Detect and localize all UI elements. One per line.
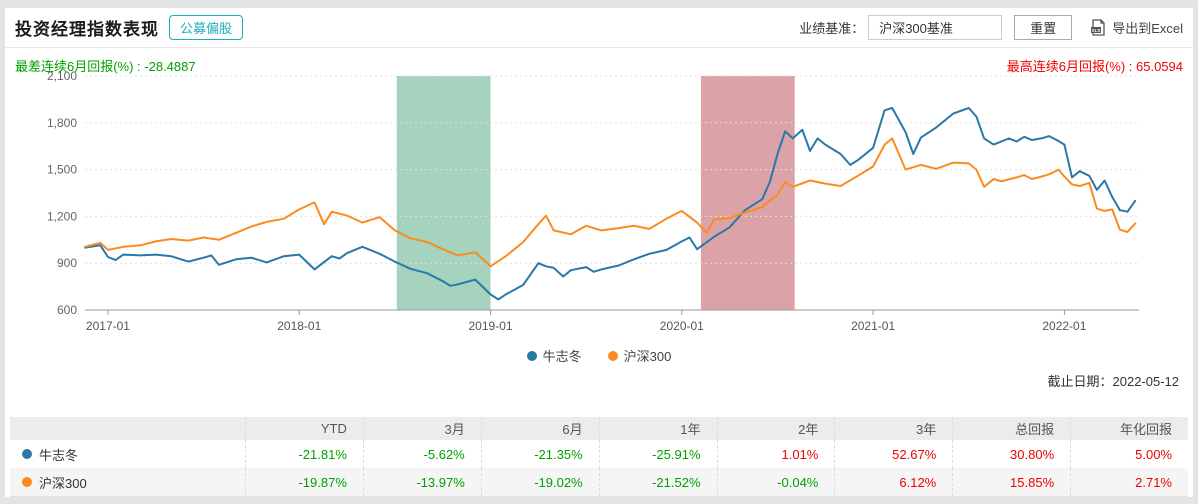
- drawdown-band-green: [396, 76, 491, 310]
- y-axis-tick-label: 2,100: [47, 69, 77, 83]
- table-header-cell: 6月: [480, 417, 599, 440]
- return-value-cell: 2.71%: [1070, 468, 1188, 496]
- x-axis-tick-label: 2020-01: [660, 319, 704, 333]
- rally-band-red: [700, 76, 795, 310]
- x-axis-tick-label: 2019-01: [469, 319, 513, 333]
- table-header-cell: 3年: [834, 417, 952, 440]
- table-header-cell: 1年: [598, 417, 717, 440]
- benchmark-label: 业绩基准：: [799, 21, 865, 36]
- return-value-cell: 30.80%: [952, 440, 1070, 468]
- return-value-cell: -21.35%: [480, 440, 599, 468]
- return-value-cell: -0.04%: [716, 468, 835, 496]
- legend-item-沪深300[interactable]: 沪深300: [607, 346, 672, 365]
- legend-item-牛志冬[interactable]: 牛志冬: [526, 346, 582, 365]
- series-line-沪深300: [84, 137, 1137, 268]
- export-excel-label: 导出到Excel: [1112, 21, 1183, 36]
- table-header-cell: YTD: [245, 417, 363, 440]
- table-header-cell: 总回报: [952, 417, 1070, 440]
- return-value-cell: -21.52%: [598, 468, 717, 496]
- reset-button[interactable]: 重置: [1014, 15, 1073, 40]
- x-axis-tick-label: 2017-01: [86, 319, 130, 333]
- panel-header: 投资经理指数表现 公募偏股 业绩基准： 沪深300基准 重置 XLS 导出到Ex…: [5, 8, 1193, 48]
- as-of-date: 截止日期：2022-05-12: [1047, 374, 1180, 389]
- legend-dot: [607, 350, 618, 361]
- table-header-cell: [10, 417, 245, 440]
- x-axis-tick-label: 2018-01: [277, 319, 321, 333]
- return-value-cell: -13.97%: [362, 468, 481, 496]
- performance-panel: 投资经理指数表现 公募偏股 业绩基准： 沪深300基准 重置 XLS 导出到Ex…: [5, 8, 1193, 497]
- page-title: 投资经理指数表现: [15, 20, 159, 39]
- benchmark-select-value: 沪深300基准: [879, 21, 953, 36]
- return-value-cell: -19.87%: [245, 468, 363, 496]
- return-value-cell: 52.67%: [834, 440, 952, 468]
- xls-document-icon: XLS: [1091, 19, 1105, 36]
- legend-label: 沪深300: [623, 349, 672, 364]
- return-value-cell: 15.85%: [952, 468, 1070, 496]
- performance-chart-svg: 600 900 1,200 1,500 1,800 2,100 2017-01 2018-01…: [47, 69, 1139, 333]
- table-row-牛志冬: 牛志冬 -21.81% -5.62% -21.35% -25.91% 1.01% 52.67…: [10, 440, 1188, 468]
- benchmark-select[interactable]: 沪深300基准: [868, 15, 1003, 40]
- svg-text:XLS: XLS: [1092, 28, 1101, 33]
- table-header-cell: 年化回报: [1070, 417, 1188, 440]
- y-axis-tick-label: 600: [57, 303, 77, 317]
- return-value-cell: -21.81%: [245, 440, 363, 468]
- table-header-row: YTD 3月 6月 1年 2年 3年 总回报 年化回报: [10, 417, 1188, 440]
- worst-6m-return-label: 最差连续6月回报(%) : -28.4887: [15, 59, 196, 74]
- legend-label: 牛志冬: [542, 349, 582, 364]
- return-value-cell: -25.91%: [598, 440, 717, 468]
- series-name: 沪深300: [39, 475, 87, 491]
- return-value-cell: 5.00%: [1070, 440, 1188, 468]
- performance-table: YTD 3月 6月 1年 2年 3年 总回报 年化回报 牛志冬 -21.81% -5.62% -21.…: [10, 417, 1188, 497]
- series-name-cell: 沪深300: [10, 468, 245, 496]
- series-name: 牛志冬: [39, 447, 79, 463]
- return-value-cell: -19.02%: [480, 468, 599, 496]
- y-axis-tick-label: 1,500: [47, 163, 77, 177]
- y-axis-tick-label: 1,800: [47, 116, 77, 130]
- return-value-cell: -5.62%: [362, 440, 481, 468]
- series-line-牛志冬: [84, 107, 1137, 301]
- header-controls: 业绩基准： 沪深300基准 重置 XLS 导出到Excel: [799, 15, 1183, 40]
- return-value-cell: 1.01%: [716, 440, 835, 468]
- best-6m-return-label: 最高连续6月回报(%) : 65.0594: [1006, 59, 1183, 74]
- y-axis-tick-label: 900: [57, 256, 77, 270]
- series-name-cell: 牛志冬: [10, 440, 245, 468]
- x-axis-tick-label: 2022-01: [1042, 319, 1086, 333]
- y-axis-tick-label: 1,200: [47, 209, 77, 223]
- series-dot: [22, 449, 32, 459]
- return-value-cell: 6.12%: [834, 468, 952, 496]
- x-axis-tick-label: 2021-01: [851, 319, 895, 333]
- fund-type-badge: 公募偏股: [169, 15, 244, 40]
- legend-dot: [526, 350, 537, 361]
- table-row-沪深300: 沪深300 -19.87% -13.97% -19.02% -21.52% -0.04% 6…: [10, 468, 1188, 496]
- export-excel-button[interactable]: XLS 导出到Excel: [1090, 18, 1183, 37]
- series-dot: [22, 477, 32, 487]
- chart-legend: 牛志冬 沪深300: [5, 346, 1193, 365]
- table-header-cell: 3月: [362, 417, 481, 440]
- table-header-cell: 2年: [716, 417, 835, 440]
- index-performance-chart[interactable]: 600 900 1,200 1,500 1,800 2,100 2017-01 2018-01…: [5, 64, 1193, 344]
